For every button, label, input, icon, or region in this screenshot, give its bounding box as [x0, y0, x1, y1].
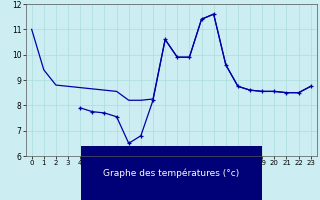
X-axis label: Graphe des températures (°c): Graphe des températures (°c) — [103, 169, 239, 178]
